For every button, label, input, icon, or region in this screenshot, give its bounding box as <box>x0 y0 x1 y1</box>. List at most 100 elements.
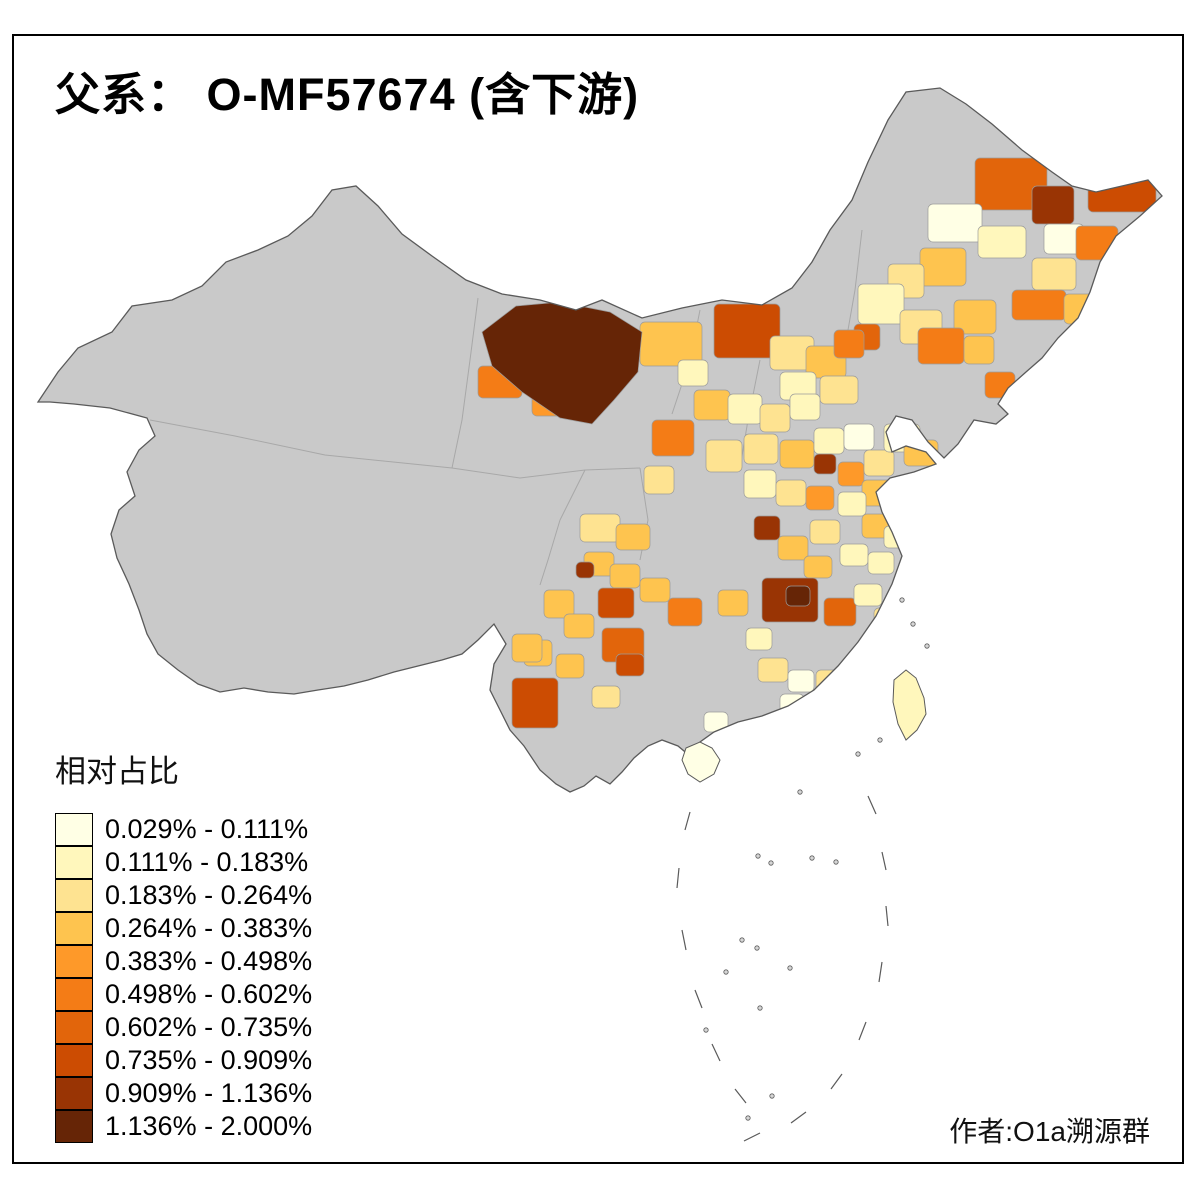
map-region <box>927 203 983 243</box>
legend-title: 相对占比 <box>55 754 179 789</box>
legend-label: 0.264% - 0.383% <box>105 913 313 943</box>
map-region <box>919 247 967 287</box>
islet-mark <box>755 853 761 859</box>
legend-swatch <box>55 813 93 846</box>
map-region <box>813 427 845 455</box>
islet-mark <box>703 1027 709 1033</box>
islet-mark <box>769 1093 775 1099</box>
map-region <box>753 515 781 541</box>
map-region <box>953 299 997 335</box>
map-region <box>713 303 781 359</box>
islet-mark <box>754 945 760 951</box>
map-region <box>717 589 749 617</box>
map-region <box>639 321 703 367</box>
map-region <box>839 543 869 567</box>
map-region <box>667 597 703 627</box>
map-region <box>693 389 731 421</box>
island-taiwan <box>892 669 927 741</box>
islet-mark <box>910 621 916 627</box>
legend-row: 0.735% - 0.909% <box>55 1044 312 1077</box>
legend-swatch <box>55 1110 93 1143</box>
map-region <box>963 335 995 365</box>
legend-row: 0.383% - 0.498% <box>55 945 312 978</box>
legend-rows: 0.029% - 0.111% 0.111% - 0.183% 0.183% - 0… <box>55 813 312 1143</box>
legend-swatch <box>55 1077 93 1110</box>
map-region <box>833 329 865 359</box>
map-region <box>1087 177 1157 213</box>
map-region <box>651 419 695 457</box>
islet-mark <box>757 1005 763 1011</box>
author-credit: 作者:O1a溯源群 <box>949 1116 1150 1147</box>
map-region <box>1031 257 1077 291</box>
map-region <box>809 519 841 545</box>
map-region <box>813 453 837 475</box>
map-region <box>903 439 939 467</box>
national-outline <box>36 87 1163 793</box>
legend-label: 0.498% - 0.602% <box>105 979 313 1009</box>
province-border <box>539 469 586 586</box>
legend-row: 0.029% - 0.111% <box>55 813 312 846</box>
map-region <box>615 523 651 551</box>
legend-label: 0.909% - 1.136% <box>105 1078 313 1108</box>
sea-dash-mark <box>711 1043 721 1062</box>
map-region <box>1011 289 1067 321</box>
map-region <box>543 589 575 619</box>
legend-swatch <box>55 945 93 978</box>
map-region <box>863 449 895 477</box>
map-region <box>745 627 773 651</box>
sea-dash-mark <box>684 811 691 831</box>
map-region <box>917 327 965 365</box>
map-region <box>837 461 865 487</box>
province-border <box>451 467 641 479</box>
map-region <box>857 283 905 325</box>
sea-dash-mark <box>681 929 687 951</box>
legend: 相对占比 0.029% - 0.111% 0.111% - 0.183% 0.183… <box>55 746 312 1143</box>
map-region <box>727 393 763 425</box>
sea-dash-mark <box>878 961 883 983</box>
islet-mark <box>924 643 930 649</box>
legend-row: 1.136% - 2.000% <box>55 1110 312 1143</box>
islet-mark <box>739 937 745 943</box>
map-region <box>705 439 743 473</box>
islet-mark <box>833 859 839 865</box>
sea-dash-mark <box>694 989 703 1009</box>
legend-row: 0.909% - 1.136% <box>55 1077 312 1110</box>
map-region <box>757 657 789 683</box>
map-region <box>563 613 595 639</box>
legend-label: 0.383% - 0.498% <box>105 946 313 976</box>
map-region <box>867 551 895 575</box>
map-region <box>779 439 815 469</box>
map-region <box>837 491 867 517</box>
map-region <box>597 587 635 619</box>
map-region <box>575 561 595 579</box>
legend-swatch <box>55 879 93 912</box>
legend-label: 0.183% - 0.264% <box>105 880 313 910</box>
map-region <box>1031 185 1075 225</box>
map-region <box>759 403 791 433</box>
map-region <box>615 653 645 677</box>
map-region <box>511 633 543 663</box>
islet-mark <box>768 860 774 866</box>
islet-mark <box>797 789 803 795</box>
map-region <box>974 157 1048 211</box>
map-region <box>743 433 779 465</box>
legend-label: 0.111% - 0.183% <box>105 847 309 877</box>
legend-swatch <box>55 1044 93 1077</box>
map-region <box>579 513 621 543</box>
map-region <box>815 669 843 693</box>
map-region <box>643 465 675 495</box>
legend-swatch <box>55 912 93 945</box>
island-hainan <box>681 741 721 783</box>
islet-mark <box>877 737 883 743</box>
page-title: 父系： O-MF57674 (含下游) <box>55 69 640 120</box>
legend-label: 0.602% - 0.735% <box>105 1012 313 1042</box>
map-region <box>677 359 709 387</box>
sea-dash-mark <box>858 1021 867 1041</box>
map-region <box>823 597 857 627</box>
map-region <box>803 555 833 579</box>
legend-label: 0.029% - 0.111% <box>105 814 309 844</box>
sea-dash-mark <box>790 1111 807 1124</box>
map-region <box>639 577 671 603</box>
islet-mark <box>745 1115 751 1121</box>
